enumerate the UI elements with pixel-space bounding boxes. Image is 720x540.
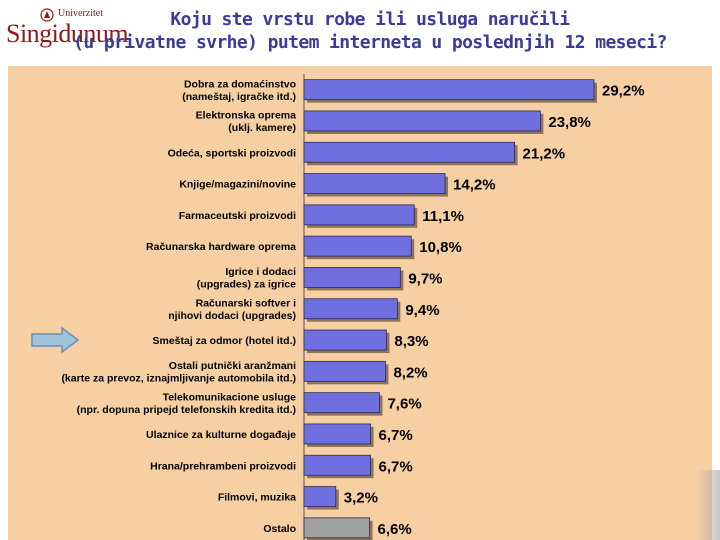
category-label: Farmaceutski proizvodi xyxy=(179,210,296,222)
data-label: 8,3% xyxy=(394,333,428,350)
category-label: Filmovi, muzika xyxy=(218,492,296,504)
bar xyxy=(303,517,370,539)
category-label-line: Farmaceutski proizvodi xyxy=(179,210,296,222)
data-label: 6,6% xyxy=(378,521,412,538)
data-label: 9,7% xyxy=(408,270,442,287)
category-label-line: (karte za prevoz, iznajmljivanje automob… xyxy=(61,373,296,385)
data-label: 7,6% xyxy=(387,396,421,413)
bar xyxy=(303,235,412,257)
bar xyxy=(303,110,541,132)
data-label: 23,8% xyxy=(548,114,591,131)
category-label-line: Smeštaj za odmor (hotel itd.) xyxy=(152,335,296,347)
data-label: 6,7% xyxy=(379,458,413,475)
category-label: Ulaznice za kulturne događaje xyxy=(146,429,296,441)
category-label-line: Hrana/prehrambeni proizvodi xyxy=(150,460,296,472)
category-label-line: (uklj. kamere) xyxy=(228,122,296,134)
category-label-line: (nameštaj, igračke itd.) xyxy=(182,91,296,103)
logo-text: Singidunum xyxy=(6,19,129,48)
category-label: Dobra za domaćinstvo (nameštaj, igračke i… xyxy=(182,78,296,103)
bar xyxy=(303,141,515,163)
bar xyxy=(303,173,446,194)
page-title: Koju ste vrstu robe ili usluga naručili … xyxy=(0,8,720,54)
title-line-1: Koju ste vrstu robe ili usluga naručili xyxy=(170,9,570,30)
category-label-line: Računarski softver i xyxy=(196,298,296,310)
category-label: Knjige/magazini/novine xyxy=(179,179,296,191)
data-label: 3,2% xyxy=(344,490,378,507)
bar xyxy=(303,423,371,445)
bar xyxy=(303,267,401,288)
data-label: 14,2% xyxy=(453,177,496,194)
category-label-line: Računarska hardware oprema xyxy=(146,241,296,253)
category-label-line: Dobra za domaćinstvo xyxy=(184,78,296,90)
category-label-line: Igrice i dodaci xyxy=(225,266,296,278)
category-label: Računarski softver i njihovi dodaci (upgr… xyxy=(168,298,296,323)
category-label-line: Telekomunikacione usluge xyxy=(163,391,297,403)
category-label: Smeštaj za odmor (hotel itd.) xyxy=(152,335,296,347)
category-label: Ostali putnički aranžmani (karte za prevo… xyxy=(61,360,296,385)
bar xyxy=(303,298,398,320)
data-label: 10,8% xyxy=(419,239,462,256)
bar xyxy=(303,204,415,226)
category-label-line: Knjige/magazini/novine xyxy=(179,179,296,191)
category-label-line: Ostalo xyxy=(263,523,296,535)
category-label-line: Filmovi, muzika xyxy=(218,492,296,504)
bar xyxy=(303,392,380,414)
category-label: Odeća, sportski proizvodi xyxy=(168,147,296,159)
category-label-line: Ostali putnički aranžmani xyxy=(169,360,296,372)
category-label: Elektronska oprema (uklj. kamere) xyxy=(196,110,297,135)
logo-subtext: Univerzitet xyxy=(58,8,103,19)
category-label: Hrana/prehrambeni proizvodi xyxy=(150,460,296,472)
category-label-line: (npr. dopuna pripejd telefonskih kredita… xyxy=(77,404,296,416)
seal-icon xyxy=(40,8,54,22)
category-label-line: Ulaznice za kulturne događaje xyxy=(146,429,296,441)
category-label: Igrice i dodaci (upgrades) za igrice xyxy=(197,266,296,291)
data-label: 6,7% xyxy=(379,427,413,444)
university-logo: Univerzitet Singidunum xyxy=(6,6,129,52)
data-label: 11,1% xyxy=(422,208,464,225)
data-label: 8,2% xyxy=(393,364,427,381)
bar xyxy=(303,454,371,476)
category-label-line: njihovi dodaci (upgrades) xyxy=(168,310,296,322)
category-label-line: Elektronska oprema xyxy=(196,110,297,122)
data-label: 29,2% xyxy=(602,83,645,100)
data-label: 21,2% xyxy=(523,145,566,162)
category-label: Telekomunikacione usluge (npr. dopuna pri… xyxy=(77,391,297,416)
category-label: Računarska hardware oprema xyxy=(146,241,296,253)
bar xyxy=(303,486,337,507)
category-label: Ostalo xyxy=(263,523,296,535)
category-label-line: (upgrades) za igrice xyxy=(197,279,296,291)
bar xyxy=(303,360,386,382)
category-label-line: Odeća, sportski proizvodi xyxy=(168,147,296,159)
bar xyxy=(303,79,595,101)
title-line-2: (u privatne svrhe) putem interneta u pos… xyxy=(73,32,667,53)
decorative-shadow xyxy=(696,470,720,540)
data-label: 9,4% xyxy=(405,302,439,319)
right-arrow-icon xyxy=(31,326,80,354)
bar xyxy=(303,329,387,351)
